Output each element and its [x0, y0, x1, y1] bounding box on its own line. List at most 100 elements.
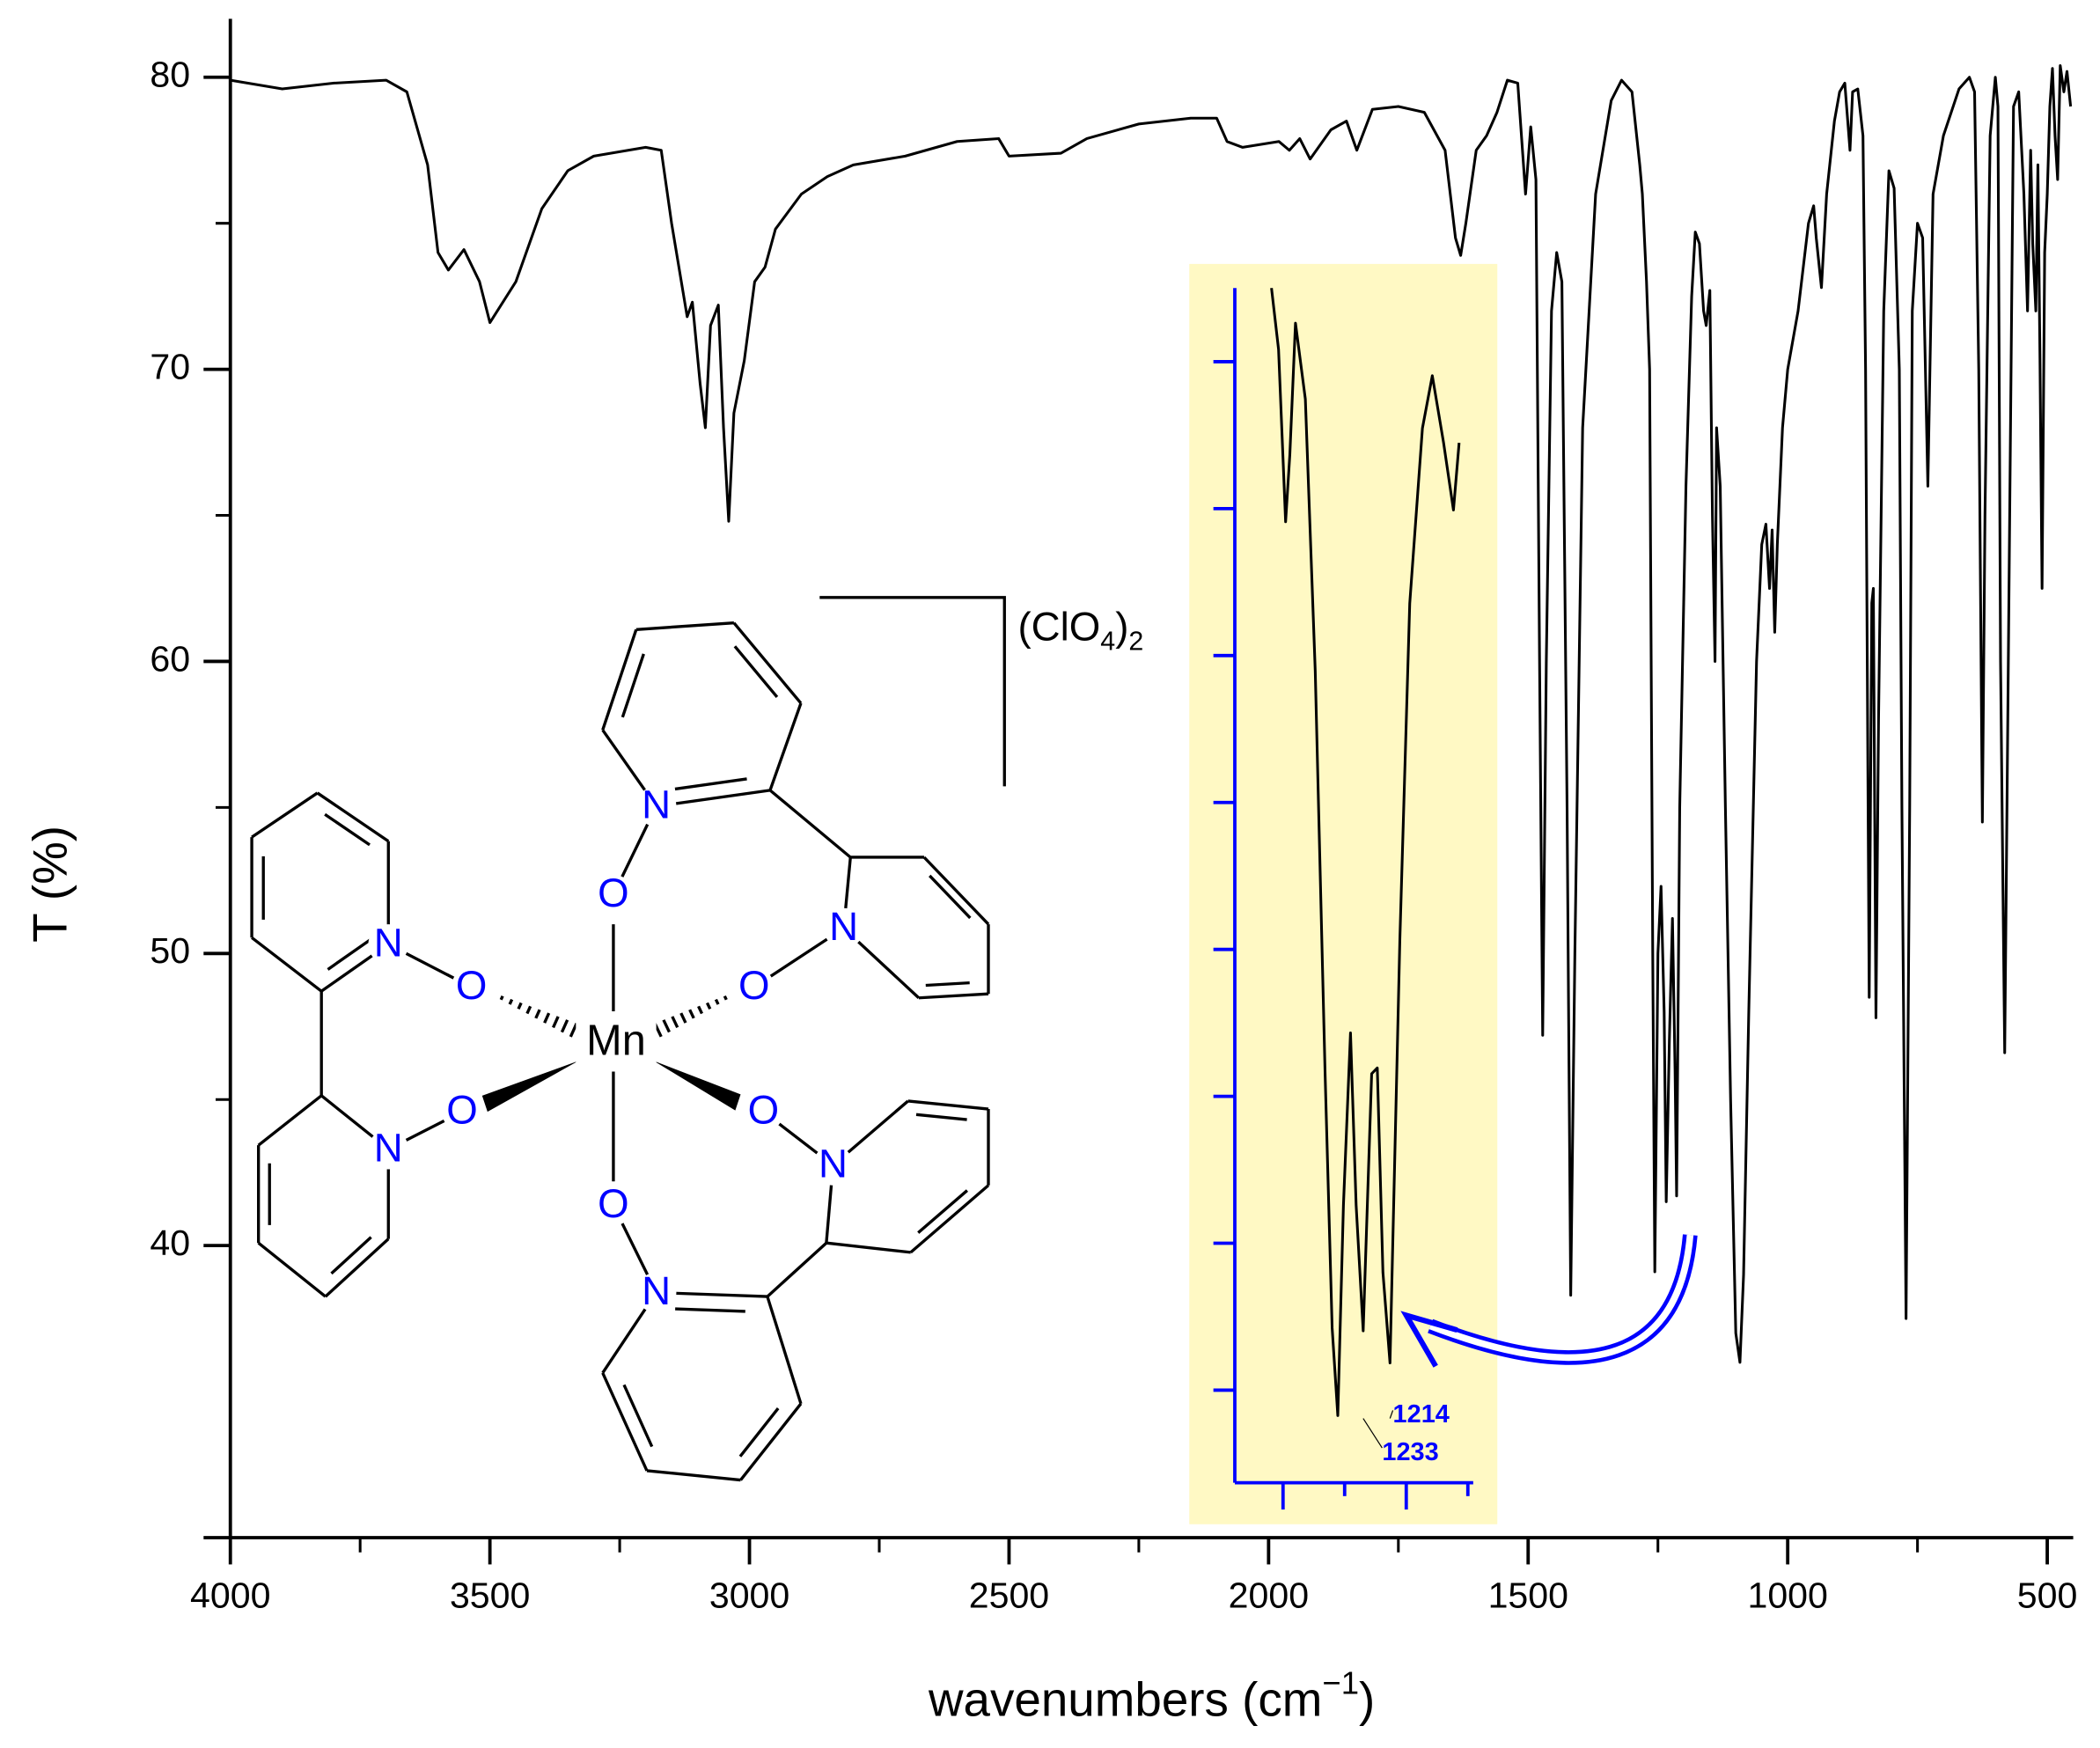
bond — [915, 1113, 967, 1121]
inset-line — [1270, 288, 1461, 1417]
metal-halo — [576, 1017, 657, 1067]
atom-halo — [812, 1145, 854, 1186]
bond — [601, 1372, 649, 1472]
annotation-label: 1214 — [1393, 1400, 1450, 1429]
x-axis-title: wavenumbers (cm−1) — [928, 1664, 1375, 1727]
atom-halo — [635, 786, 677, 826]
x-axis-title-end: ) — [1359, 1672, 1375, 1727]
arrow-inner — [1428, 1234, 1694, 1362]
bond — [917, 1189, 968, 1234]
x-tick-label: 1000 — [1747, 1575, 1827, 1615]
bracket — [819, 596, 1006, 787]
bond — [316, 791, 390, 843]
bond — [257, 1241, 327, 1298]
bond — [705, 1002, 712, 1010]
wedge — [653, 1061, 741, 1111]
y-tick-label: 60 — [150, 638, 190, 679]
y-axis-title: T (%) — [22, 826, 77, 943]
x-tick-label: 500 — [2017, 1575, 2078, 1615]
wedge — [481, 1061, 579, 1113]
oxygen-label: O — [738, 963, 770, 1008]
bond — [922, 856, 990, 926]
bond — [569, 1022, 578, 1038]
spectrum-line — [230, 63, 2073, 1364]
oxygen-label: O — [748, 1088, 780, 1133]
nitrogen-label: N — [819, 1142, 848, 1186]
bond — [543, 1012, 551, 1024]
arrow-head — [1400, 1311, 1458, 1368]
bond — [671, 1016, 679, 1029]
bond — [733, 645, 779, 698]
bond — [499, 995, 504, 1001]
nitrogen-label: N — [642, 1268, 671, 1313]
bond — [534, 1009, 541, 1019]
bond — [907, 1099, 989, 1111]
atom-halo — [368, 1128, 409, 1170]
bond — [826, 1241, 911, 1254]
bond — [766, 1296, 803, 1405]
bond — [327, 938, 371, 971]
y-tick-label: 70 — [150, 346, 190, 386]
nitrogen-label: N — [374, 920, 403, 965]
bond — [257, 1094, 323, 1147]
x-tick-label: 2000 — [1229, 1575, 1309, 1615]
counterion-sub: 4 — [1100, 627, 1115, 657]
x-tick-label: 2500 — [969, 1575, 1049, 1615]
bond — [620, 653, 645, 718]
bond — [766, 1241, 828, 1298]
x-tick-label: 3500 — [450, 1575, 530, 1615]
atom-halo — [733, 966, 775, 1008]
bond — [739, 1402, 803, 1481]
nitrogen-label: N — [642, 782, 671, 827]
bond — [517, 1002, 523, 1010]
metal-label: Mn — [586, 1017, 646, 1064]
nitrogen-label: N — [829, 904, 858, 949]
inset: 1214 1233 — [1189, 263, 1698, 1524]
counterion-text: (ClO — [1017, 604, 1100, 649]
nitrogen-label: N — [374, 1125, 403, 1170]
bond — [601, 628, 638, 731]
bond — [688, 1009, 695, 1019]
bond — [738, 1407, 780, 1458]
bond — [714, 998, 720, 1005]
inset-background — [1189, 263, 1498, 1524]
oxygen-label: O — [456, 963, 488, 1008]
bond — [635, 621, 734, 631]
bond — [560, 1019, 569, 1033]
atom-halo — [442, 1091, 482, 1132]
bond — [679, 1012, 687, 1024]
atom-halo — [593, 874, 634, 915]
bond — [674, 777, 747, 791]
atom-halo — [743, 1091, 784, 1132]
counterion-close: ) — [1115, 604, 1128, 649]
bond — [662, 1019, 671, 1033]
bond — [723, 995, 728, 1001]
bond — [768, 702, 803, 791]
x-tick-label: 1500 — [1488, 1575, 1568, 1615]
counterion: (ClO4)2 — [1017, 604, 1143, 656]
y-tick-label: 40 — [150, 1223, 190, 1263]
bond — [324, 812, 371, 847]
atom-halo — [593, 1185, 634, 1226]
bond — [929, 874, 972, 920]
y-tick-label: 50 — [150, 930, 190, 971]
bond — [925, 980, 970, 988]
bond — [251, 936, 323, 993]
annotation-leader — [1389, 1410, 1394, 1419]
bond — [622, 1384, 654, 1448]
bond — [697, 1005, 704, 1015]
bond — [675, 1307, 745, 1313]
counterion-count: 2 — [1128, 627, 1143, 657]
main-plot: 40 50 60 70 80 4000 3500 3000 2500 2000 1500 1000 50… — [150, 18, 2077, 1615]
bond — [508, 998, 514, 1005]
x-axis-title-sup: −1 — [1322, 1664, 1359, 1700]
x-tick-label: 3000 — [709, 1575, 789, 1615]
bond — [324, 1238, 390, 1298]
annotation-leader — [1362, 1418, 1383, 1449]
atom-halo — [451, 966, 492, 1008]
bond — [918, 992, 989, 1000]
bond — [646, 1469, 741, 1482]
bond — [552, 1016, 560, 1029]
oxygen-label: O — [598, 870, 629, 915]
